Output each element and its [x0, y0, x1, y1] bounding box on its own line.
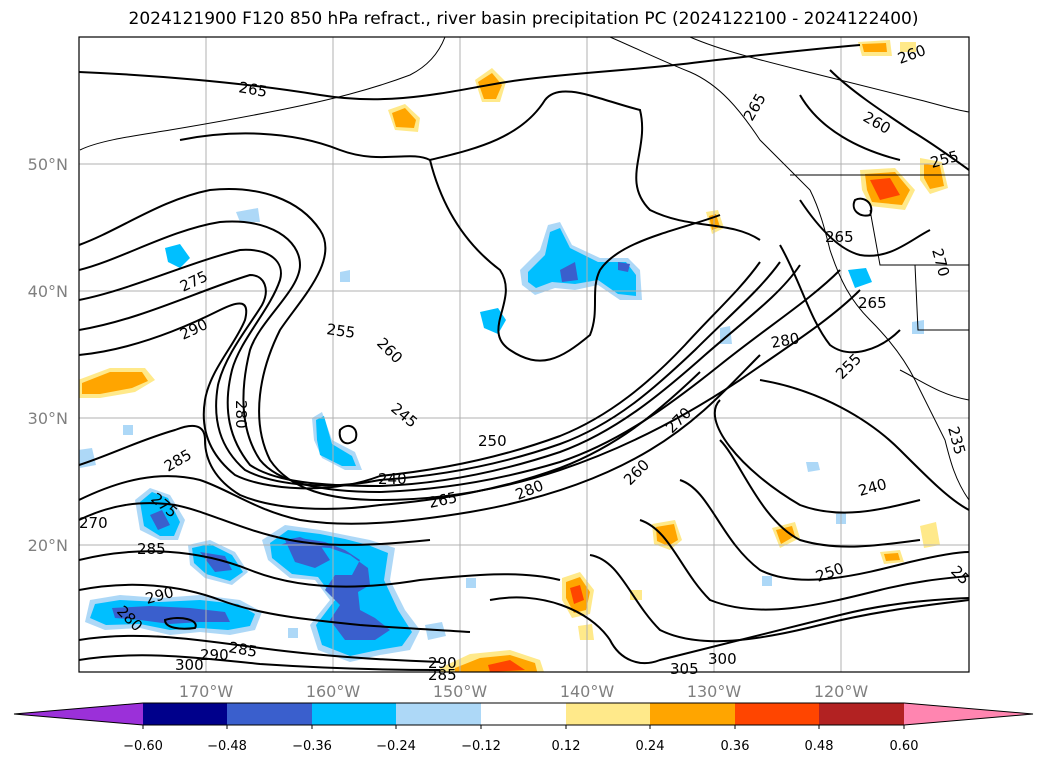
- colorbar-swatch: [481, 703, 566, 725]
- colorbar-tick-label: 0.36: [721, 739, 750, 754]
- contour-label: 245: [387, 399, 421, 431]
- map-title: 2024121900 F120 850 hPa refract., river …: [128, 9, 919, 29]
- colorbar-tick-label: −0.36: [292, 739, 332, 754]
- contour-label: 300: [175, 656, 204, 674]
- contour-label: 285: [137, 540, 166, 558]
- lat-label: 50°N: [28, 155, 68, 174]
- contour-label: 260: [860, 108, 894, 138]
- colorbar-swatch: [735, 703, 819, 725]
- colorbar-tick-label: 0.12: [552, 739, 581, 754]
- latitude-labels: 50°N 40°N 30°N 20°N: [28, 155, 68, 555]
- colorbar-tick-label: −0.12: [461, 739, 501, 754]
- lon-label: 150°W: [433, 682, 488, 701]
- colorbar-tick-label: 0.48: [805, 739, 834, 754]
- colorbar-swatch: [819, 703, 904, 725]
- colorbar: [13, 702, 1034, 729]
- refractivity-contours: [79, 44, 969, 671]
- contour-label: 265: [825, 228, 854, 246]
- coastlines: [79, 37, 969, 501]
- lat-label: 30°N: [28, 409, 68, 428]
- contour-label: 280: [770, 329, 801, 352]
- colorbar-tick-labels: −0.60 −0.48 −0.36 −0.24 −0.12 0.12 0.24 …: [123, 739, 918, 754]
- contour-label: 285: [428, 666, 457, 684]
- map-frame: [78, 36, 970, 673]
- contour-label: 285: [227, 638, 258, 661]
- contour-label: 280: [513, 476, 546, 503]
- contour-label: 260: [620, 456, 653, 489]
- contour-label: 240: [378, 470, 407, 488]
- precip-shading: [79, 40, 948, 672]
- contour-label: 250: [478, 432, 507, 450]
- contour-labels: 265 260 265 260 255 275 290 255 260 280 …: [79, 41, 973, 684]
- lon-label: 120°W: [814, 682, 869, 701]
- contour-label: 290: [200, 646, 229, 664]
- contour-label: 265: [427, 488, 459, 512]
- colorbar-tick-label: −0.24: [376, 739, 416, 754]
- contour-label: 280: [232, 400, 250, 429]
- colorbar-swatch: [227, 703, 312, 725]
- colorbar-extend-high: [904, 703, 1033, 725]
- colorbar-swatch: [650, 703, 735, 725]
- contour-label: 300: [708, 650, 737, 668]
- colorbar-tick-label: −0.60: [123, 739, 163, 754]
- colorbar-extend-low: [14, 703, 143, 725]
- contour-label: 265: [858, 294, 887, 312]
- colorbar-swatch: [566, 703, 650, 725]
- contour-label: 290: [428, 654, 457, 672]
- colorbar-tick-label: 0.24: [636, 739, 665, 754]
- lon-label: 170°W: [179, 682, 234, 701]
- contour-label: 260: [373, 334, 406, 367]
- contour-label: 265: [237, 78, 268, 101]
- colorbar-swatch: [143, 703, 227, 725]
- colorbar-tick-label: −0.48: [207, 739, 247, 754]
- colorbar-swatch: [312, 703, 396, 725]
- contour-label: 255: [325, 320, 356, 342]
- lat-label: 40°N: [28, 282, 68, 301]
- colorbar-swatch: [396, 703, 481, 725]
- contour-label: 270: [662, 404, 695, 437]
- lon-label: 160°W: [306, 682, 361, 701]
- contour-label: 305: [670, 660, 699, 678]
- contour-label: 285: [161, 446, 195, 476]
- lon-label: 130°W: [687, 682, 742, 701]
- colorbar-tick-label: 0.60: [890, 739, 919, 754]
- contour-label: 265: [740, 90, 770, 124]
- contour-label: 240: [856, 475, 888, 500]
- contour-label: 270: [928, 246, 953, 278]
- lon-label: 140°W: [560, 682, 615, 701]
- lat-label: 20°N: [28, 536, 68, 555]
- contour-label: 255: [832, 350, 865, 383]
- longitude-labels: 170°W 160°W 150°W 140°W 130°W 120°W: [179, 682, 869, 701]
- contour-label: 255: [928, 147, 960, 172]
- contour-label: 270: [79, 514, 108, 532]
